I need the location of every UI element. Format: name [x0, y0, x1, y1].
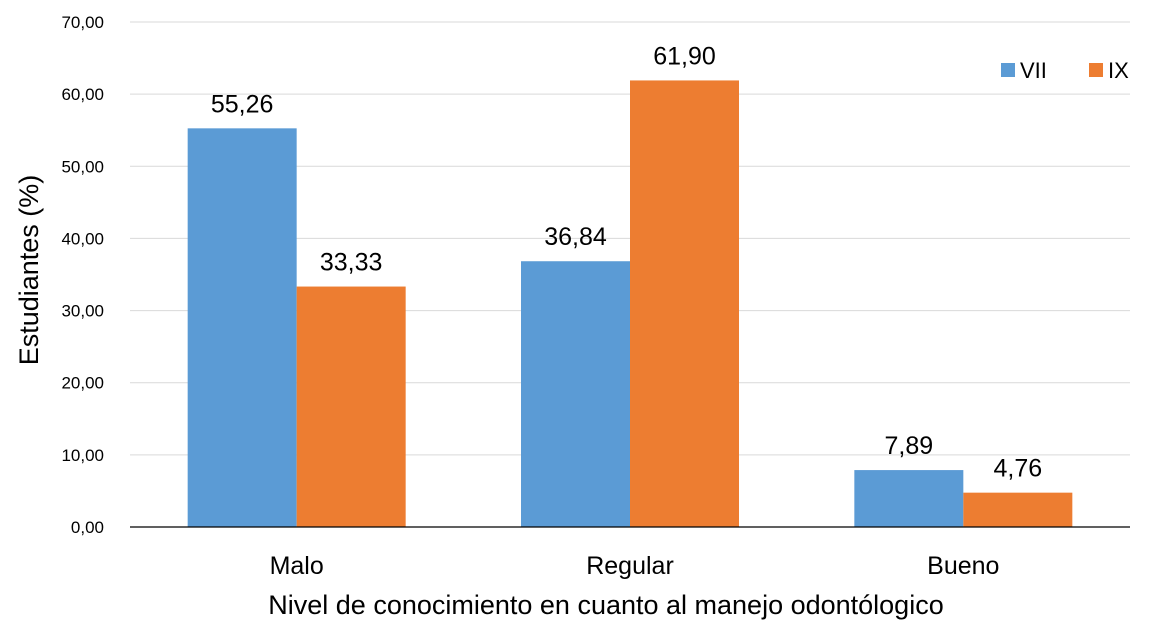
data-label: 61,90: [653, 42, 716, 70]
data-label: 33,33: [320, 249, 383, 277]
legend-swatch-vii: [1001, 63, 1015, 77]
y-tick-label: 60,00: [61, 85, 104, 104]
bar-ix-malo: [296, 286, 406, 527]
y-tick-label: 30,00: [61, 302, 104, 321]
legend-label-ix: IX: [1108, 58, 1129, 83]
bar-vii-malo: [187, 128, 297, 528]
bar-vii-regular: [521, 261, 630, 527]
y-tick-label: 40,00: [61, 229, 104, 248]
bar-ix-bueno: [963, 492, 1073, 527]
y-tick-label: 70,00: [61, 13, 104, 32]
x-axis-title: Nivel de conocimiento en cuanto al manej…: [268, 590, 943, 620]
data-labels: 55,26 33,33 36,84 61,90 7,89 4,76: [211, 42, 1042, 482]
x-category-label: Malo: [270, 552, 324, 580]
data-label: 36,84: [544, 223, 607, 251]
y-axis-ticks: 0,00 10,00 20,00 30,00 40,00 50,00 60,00 70,00: [61, 13, 104, 537]
y-tick-label: 10,00: [61, 446, 104, 465]
y-tick-label: 0,00: [71, 518, 104, 537]
x-category-label: Regular: [586, 552, 674, 580]
legend-swatch-ix: [1089, 63, 1103, 77]
legend-label-vii: VII: [1020, 58, 1047, 83]
y-tick-label: 50,00: [61, 157, 104, 176]
bar-ix-regular: [630, 80, 739, 527]
data-label: 4,76: [993, 455, 1042, 483]
legend: VII IX: [1001, 58, 1129, 83]
data-label: 7,89: [884, 432, 933, 460]
y-tick-label: 20,00: [61, 374, 104, 393]
x-axis-categories: Malo Regular Bueno: [270, 552, 1000, 580]
y-axis-title: Estudiantes (%): [14, 175, 44, 366]
x-category-label: Bueno: [927, 552, 999, 580]
data-label: 55,26: [211, 90, 274, 118]
bars: [187, 80, 1073, 528]
bar-vii-bueno: [854, 470, 964, 527]
